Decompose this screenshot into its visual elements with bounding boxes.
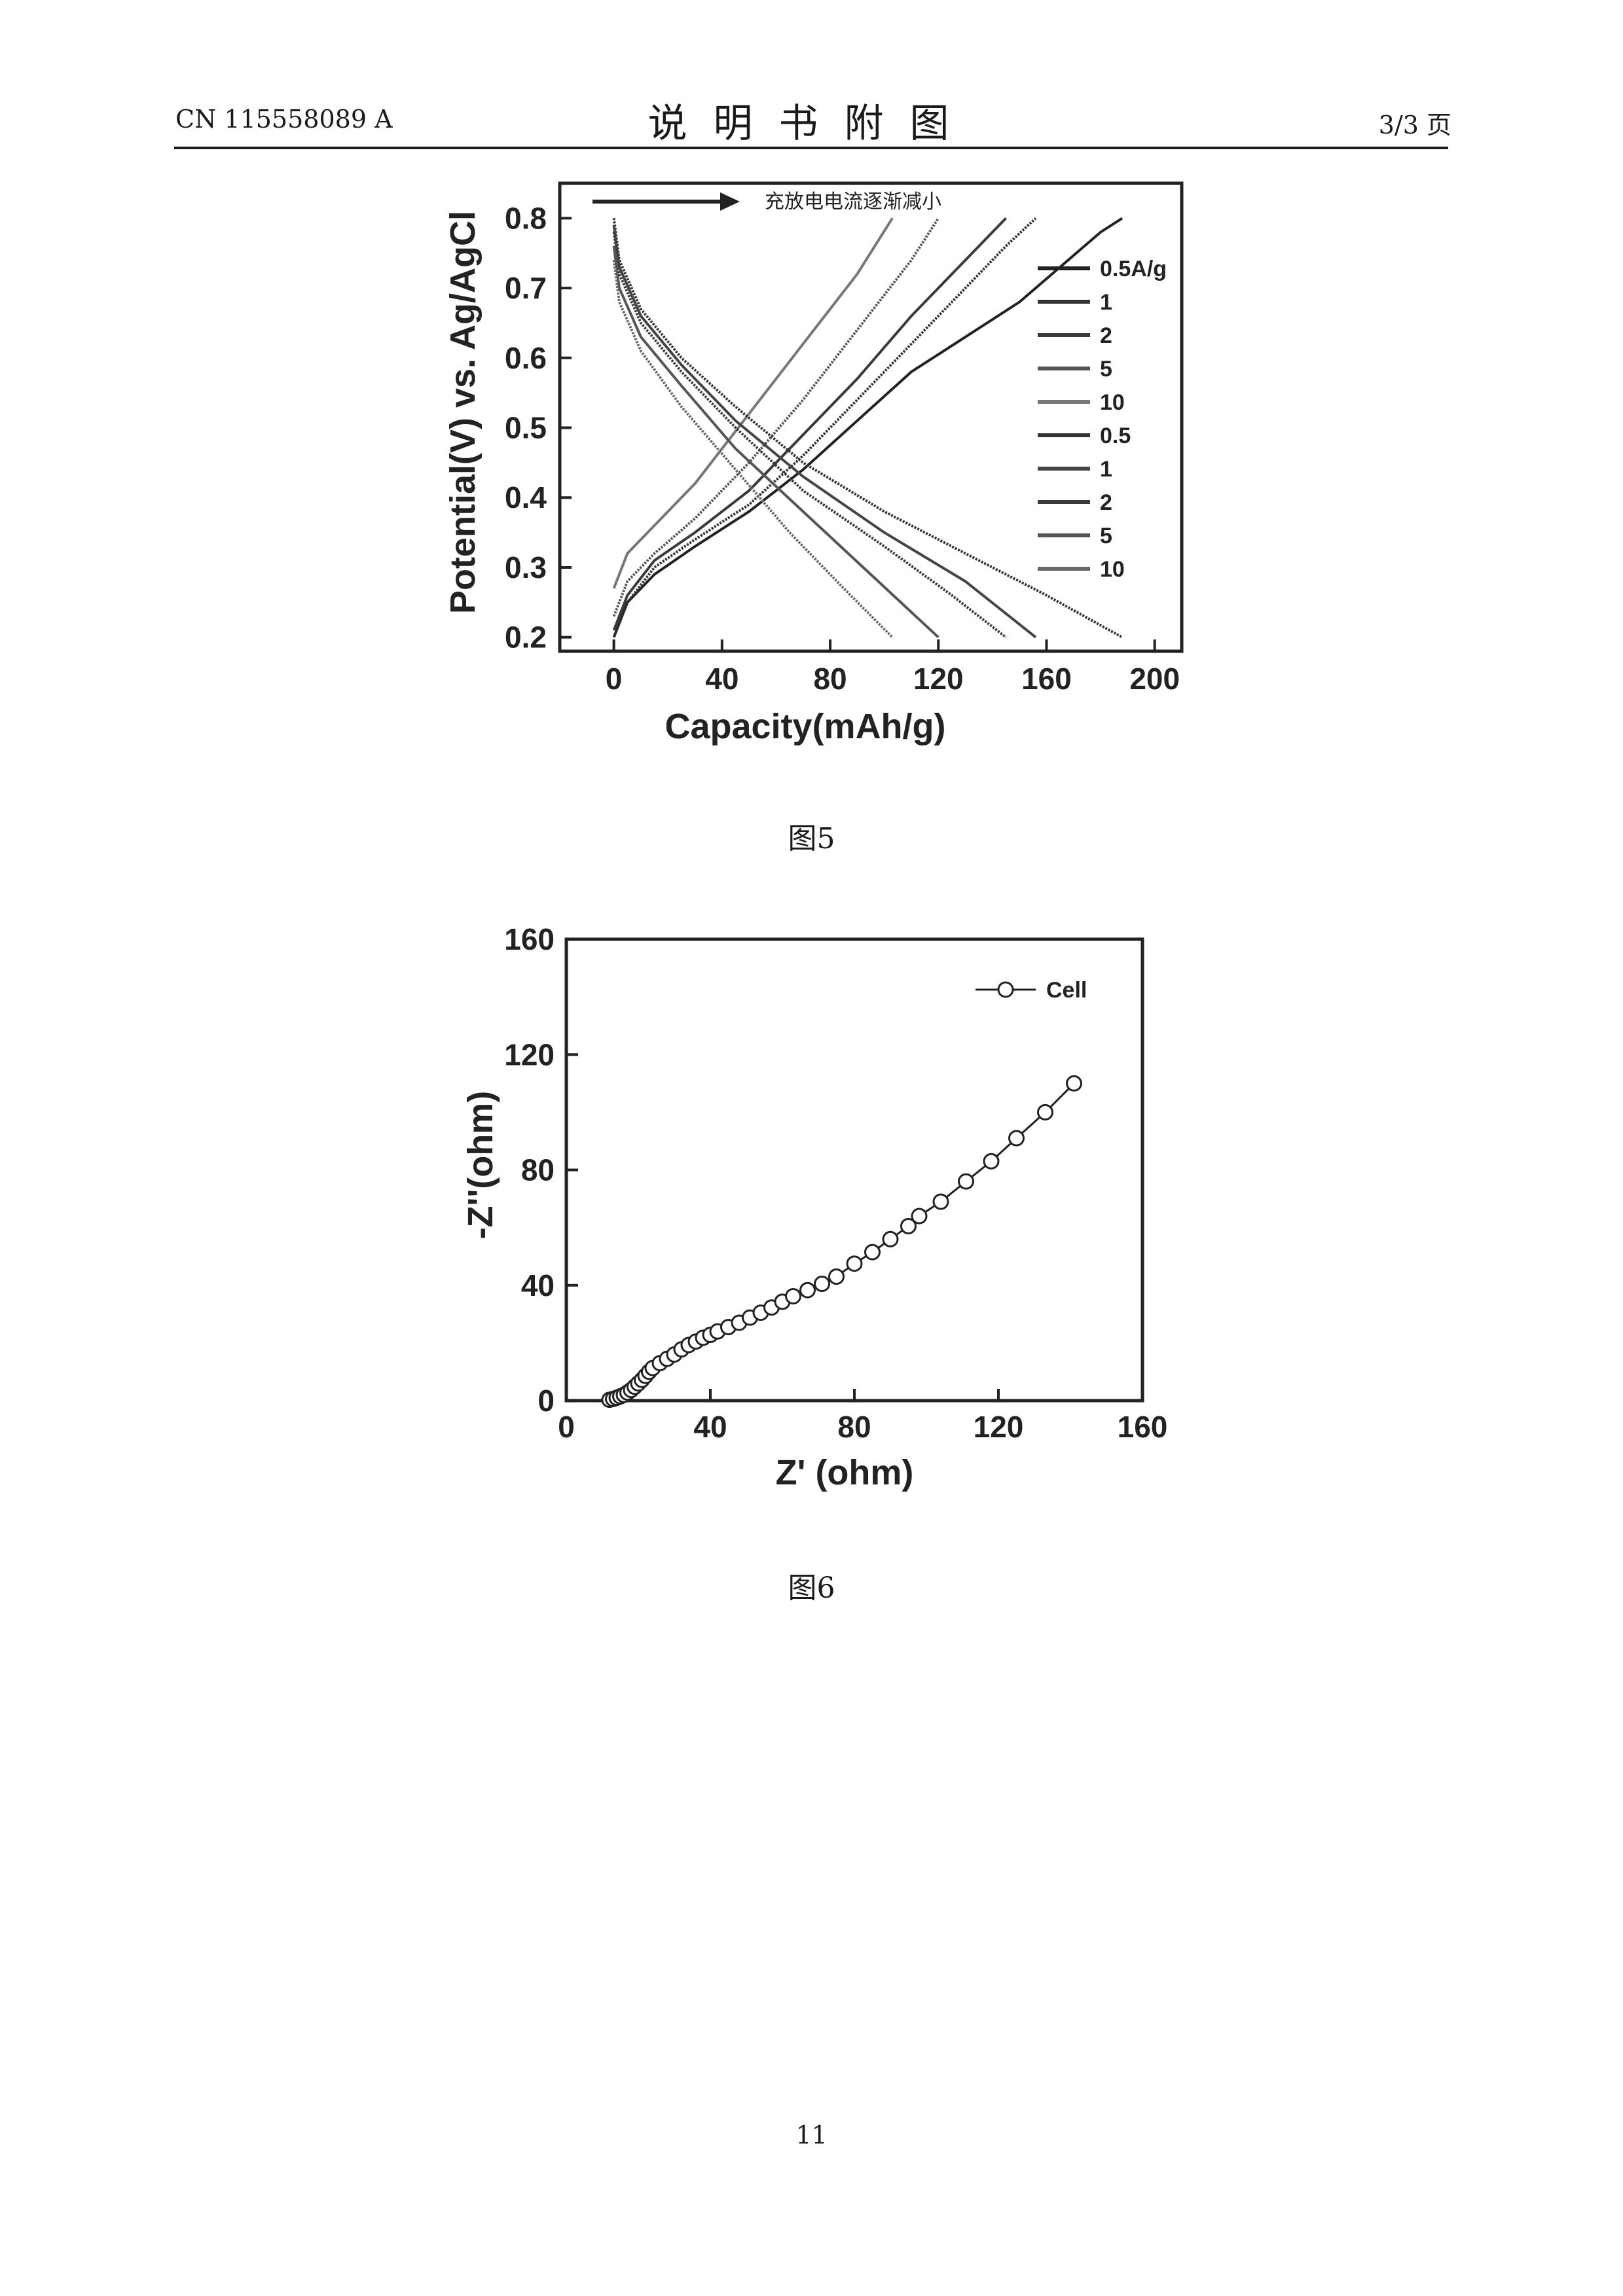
y-tick-label: 0.7 — [505, 271, 547, 305]
y-tick-label: 40 — [521, 1268, 555, 1302]
header-title: 说明书附图 — [647, 101, 976, 147]
x-tick-label: 40 — [705, 662, 739, 696]
legend-label: 1 — [1100, 290, 1112, 315]
legend-label: 2 — [1100, 490, 1112, 515]
y-ticks: 0 40 80 120 160 — [504, 922, 578, 1418]
legend-label: 5 — [1100, 357, 1112, 382]
data-points — [601, 1075, 1082, 1408]
x-tick-label: 200 — [1129, 662, 1180, 696]
y-tick-label: 120 — [504, 1037, 555, 1071]
data-point — [1008, 1130, 1025, 1147]
y-tick-label: 0.3 — [505, 550, 547, 584]
x-axis-label: Capacity(mAh/g) — [665, 707, 945, 746]
figure-6-caption: 图6 — [788, 1571, 835, 1605]
legend: 0.5A/g 1 2 5 10 0.5 1 2 5 10 — [1038, 257, 1167, 582]
x-tick-label: 80 — [813, 662, 847, 696]
x-ticks: 0 40 80 120 160 200 — [606, 639, 1180, 696]
y-tick-label: 80 — [521, 1153, 555, 1187]
series-curve — [612, 217, 1123, 638]
data-point — [932, 1193, 949, 1210]
legend-label: Cell — [1046, 978, 1087, 1003]
series-curve — [612, 260, 894, 639]
series-curve — [612, 245, 939, 639]
series-curve — [612, 217, 1007, 631]
y-axis-label: -Z''(ohm) — [461, 1091, 500, 1240]
x-tick-label: 120 — [913, 662, 964, 696]
x-tick-label: 80 — [837, 1410, 871, 1444]
legend-label: 1 — [1100, 457, 1112, 482]
data-point — [1037, 1103, 1053, 1121]
annotation-arrow — [593, 192, 740, 211]
data-point — [864, 1244, 881, 1261]
data-point — [900, 1217, 917, 1234]
figure-5-caption: 图5 — [788, 822, 835, 855]
x-tick-label: 160 — [1021, 662, 1072, 696]
series-curve — [612, 224, 1037, 639]
data-point — [882, 1230, 899, 1247]
patent-number: CN 115558089 A — [175, 105, 393, 134]
y-tick-label: 0.6 — [505, 341, 547, 375]
x-tick-label: 120 — [974, 1410, 1024, 1444]
y-tick-label: 0.5 — [505, 411, 547, 445]
y-tick-label: 0 — [538, 1384, 555, 1418]
y-tick-label: 0.2 — [505, 620, 547, 655]
legend-label: 0.5A/g — [1100, 257, 1167, 281]
series-curve — [612, 217, 894, 589]
data-point — [1066, 1075, 1082, 1092]
legend-label: 5 — [1100, 524, 1112, 548]
x-tick-label: 40 — [693, 1410, 727, 1444]
x-ticks: 0 40 80 120 160 — [558, 1389, 1167, 1444]
legend-label: 10 — [1100, 390, 1125, 415]
legend-label: 0.5 — [1100, 423, 1131, 448]
data-point — [958, 1173, 974, 1190]
curves — [612, 217, 1123, 639]
legend-label: 2 — [1100, 323, 1112, 348]
y-tick-label: 160 — [504, 922, 555, 956]
legend-label: 10 — [1100, 557, 1125, 582]
data-point — [785, 1288, 801, 1304]
y-axis-label: Potential(V) vs. Ag/AgCl — [443, 211, 483, 614]
page-count: 3/3 页 — [1378, 111, 1451, 139]
page-number: 11 — [795, 2121, 828, 2149]
header-rule — [174, 147, 1448, 149]
x-axis-label: Z' (ohm) — [776, 1453, 914, 1492]
y-tick-label: 0.8 — [505, 201, 547, 235]
figure-5-chart: 0.2 0.3 0.4 0.5 0.6 0.7 0.8 0 40 80 120 160 200 0.5… — [443, 181, 1184, 746]
annotation-text: 充放电电流逐渐减小 — [765, 190, 941, 213]
data-point — [846, 1255, 863, 1272]
y-ticks: 0.2 0.3 0.4 0.5 0.6 0.7 0.8 — [505, 201, 572, 655]
x-tick-label: 160 — [1118, 1410, 1168, 1444]
data-point — [814, 1276, 830, 1292]
series-curve — [612, 218, 1123, 639]
series-curve — [612, 232, 1007, 639]
data-point — [799, 1282, 816, 1299]
figure-6-chart: 0 40 80 120 160 0 40 80 120 160 Cell Z' (ohm) -Z… — [461, 922, 1167, 1492]
plot-frame — [558, 181, 1184, 653]
data-point — [911, 1208, 928, 1225]
series-curve — [612, 217, 939, 617]
data-point — [828, 1268, 845, 1285]
series-curve — [612, 217, 1037, 638]
plot-frame — [564, 937, 1144, 1403]
legend: Cell — [976, 978, 1087, 1003]
y-tick-label: 0.4 — [505, 480, 547, 514]
x-tick-label: 0 — [558, 1410, 575, 1444]
x-tick-label: 0 — [606, 662, 623, 696]
data-point — [983, 1153, 1000, 1170]
